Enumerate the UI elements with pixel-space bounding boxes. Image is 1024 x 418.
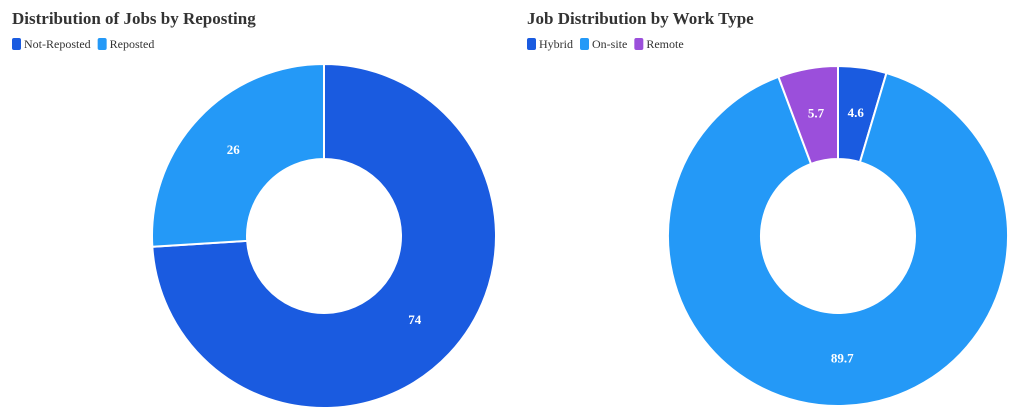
legend-marker <box>97 38 107 50</box>
legend-label: Reposted <box>110 37 155 51</box>
legend-marker <box>527 38 536 50</box>
chart-title: Job Distribution by Work Type <box>527 9 754 28</box>
slice-label: 5.7 <box>808 105 825 120</box>
slice-label: 26 <box>227 142 241 157</box>
slice-label: 89.7 <box>831 350 854 365</box>
legend-marker <box>634 38 644 50</box>
legend-label: On-site <box>592 37 627 51</box>
legend-marker <box>12 38 21 50</box>
donut-slice <box>667 71 1009 407</box>
slice-label: 4.6 <box>848 105 865 120</box>
donut-slice <box>151 62 497 409</box>
donut-slice <box>151 62 325 248</box>
legend-marker <box>580 38 589 50</box>
donut-slice <box>777 64 839 166</box>
legend-label: Hybrid <box>539 37 573 51</box>
chart-title: Distribution of Jobs by Reposting <box>12 9 256 28</box>
legend-label: Not-Reposted <box>24 37 91 51</box>
legend-label: Remote <box>646 37 683 51</box>
slice-label: 74 <box>408 312 422 327</box>
